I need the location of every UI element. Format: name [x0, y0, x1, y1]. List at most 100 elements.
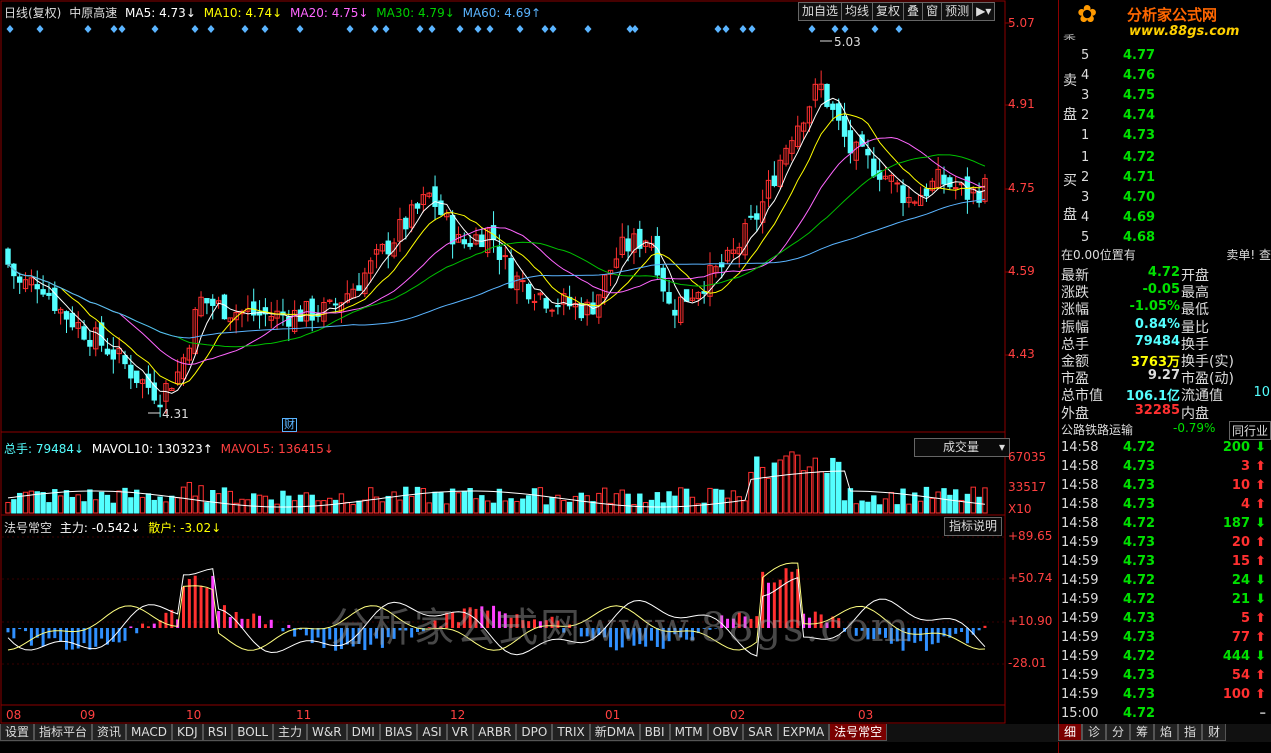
indicator-tab[interactable]: VR [446, 724, 474, 741]
ma-lines-button[interactable]: 均线 [841, 2, 873, 21]
indicator-tab[interactable]: ASI [417, 724, 447, 741]
signal-diamond [428, 25, 436, 33]
volume-bar [982, 487, 988, 514]
right-panel-tab[interactable]: 筹 [1130, 724, 1154, 741]
position-line: 在0.00位置有 卖单! 查 [1061, 246, 1271, 263]
ask-price[interactable]: 4.74 [1123, 108, 1156, 123]
stat-value: -0.05 [1142, 282, 1180, 298]
indicator-tab[interactable]: KDJ [172, 724, 203, 741]
zhuli-label: 主力: -0.542↓ [59, 521, 141, 535]
candle-body [818, 83, 824, 91]
logo-url: www.88gs.com [1129, 24, 1240, 39]
ask-price[interactable]: 4.77 [1123, 48, 1156, 63]
bid-price[interactable]: 4.70 [1123, 190, 1156, 205]
adjust-button[interactable]: 复权 [872, 2, 904, 21]
candle-body [748, 215, 754, 218]
indicator-line [7, 568, 986, 657]
volume-bar [531, 488, 538, 514]
volume-bar [81, 501, 87, 514]
flower-logo-icon: ✿ [1077, 0, 1098, 28]
volume-bar [602, 487, 608, 514]
right-panel-tab[interactable]: 财 [1202, 724, 1226, 741]
indicator-tab[interactable]: 法号常空 [829, 724, 888, 741]
candle-body [309, 298, 315, 321]
indicator-tab[interactable]: DPO [516, 724, 553, 741]
candle-body [373, 249, 380, 255]
tick-price: 4.73 [1123, 611, 1156, 626]
indicator-tab[interactable]: DMI [346, 724, 380, 741]
indicator-tab[interactable]: BOLL [232, 724, 274, 741]
indicator-tab[interactable]: BBI [639, 724, 670, 741]
volume-bar [321, 500, 327, 514]
sector-name[interactable]: 公路铁路运输 [1061, 423, 1134, 437]
add-watchlist-button[interactable]: 加自选 [798, 2, 842, 21]
indicator-tab[interactable]: MACD [126, 724, 173, 741]
right-panel-tab[interactable]: 焰 [1154, 724, 1178, 741]
position-right[interactable]: 卖单! 查 [1226, 248, 1271, 262]
indicator-tab[interactable]: BIAS [379, 724, 418, 741]
candle-body [882, 175, 889, 180]
indicator-tab[interactable]: W&R [307, 724, 347, 741]
tick-time: 14:58 [1061, 459, 1099, 474]
volume-selector[interactable]: 成交量 ▾ [914, 438, 1010, 457]
volume-bar [391, 491, 397, 514]
forecast-button[interactable]: 预测 [941, 2, 973, 21]
volume-bar [414, 486, 421, 514]
arrow-up-icon: ⬆ [1255, 478, 1266, 493]
tick-price: 4.73 [1123, 478, 1156, 493]
indicator-tab[interactable]: 资讯 [92, 724, 127, 741]
candle-body [362, 272, 368, 295]
stock-chart[interactable] [0, 0, 1058, 753]
indicator-tab[interactable]: 主力 [273, 724, 308, 741]
volume-bar [221, 487, 228, 514]
candle-body [490, 225, 497, 241]
bid-price[interactable]: 4.69 [1123, 210, 1156, 225]
indicator-help-button[interactable]: 指标说明 [944, 517, 1003, 536]
indicator-tab[interactable]: OBV [707, 724, 744, 741]
period-label: 日线(复权) [4, 6, 62, 20]
stat-label: 总手 [1061, 336, 1089, 353]
tick-time: 14:59 [1061, 611, 1099, 626]
volume-bar [192, 495, 198, 514]
indicator-tab[interactable]: EXPMA [777, 724, 830, 741]
stat-label: 振幅 [1061, 319, 1089, 336]
volume-bar [759, 466, 766, 514]
same-industry-tab[interactable]: 同行业 [1228, 421, 1271, 440]
ask-label-2: 盘 [1063, 107, 1077, 123]
right-panel-tab[interactable]: 诊 [1082, 724, 1106, 741]
right-panel-tab[interactable]: 指 [1178, 724, 1202, 741]
bid-price[interactable]: 4.72 [1123, 150, 1156, 165]
right-panel-tab[interactable]: 分 [1106, 724, 1130, 741]
candle-body [707, 264, 713, 297]
indicator-tab[interactable]: 设置 [0, 724, 35, 741]
volume-axis-label: 33517 [1008, 480, 1047, 494]
candle-body [262, 307, 269, 315]
bid-price[interactable]: 4.68 [1123, 230, 1156, 245]
indicator-tab[interactable]: MTM [669, 724, 708, 741]
ma-line [7, 97, 986, 394]
window-button[interactable]: 窗 [922, 2, 942, 21]
volume-bar [98, 491, 105, 514]
ask-price[interactable]: 4.76 [1123, 68, 1156, 83]
tick-volume: 200 [1222, 440, 1250, 455]
candle-body [28, 277, 35, 286]
ma-line [7, 198, 986, 339]
tick-volume: 20 [1231, 535, 1250, 550]
bid-price[interactable]: 4.71 [1123, 170, 1156, 185]
play-menu-button[interactable]: ▶︎▾ [972, 2, 996, 21]
candle-body [508, 257, 514, 289]
indicator-tab[interactable]: RSI [202, 724, 233, 741]
candle-body [637, 228, 643, 249]
indicator-tab[interactable]: 指标平台 [34, 724, 93, 741]
indicator-tab[interactable]: TRIX [552, 724, 590, 741]
ask-price[interactable]: 4.75 [1123, 88, 1156, 103]
tick-time: 14:59 [1061, 535, 1099, 550]
indicator-tab[interactable]: 新DMA [589, 724, 640, 741]
indicator-tab[interactable]: SAR [743, 724, 778, 741]
overlay-button[interactable]: 叠 [903, 2, 923, 21]
volume-bar [859, 500, 865, 514]
indicator-tab[interactable]: ARBR [473, 724, 517, 741]
volume-bar [22, 491, 29, 514]
ask-price[interactable]: 4.73 [1123, 128, 1156, 143]
right-panel-tab[interactable]: 细 [1058, 724, 1082, 741]
